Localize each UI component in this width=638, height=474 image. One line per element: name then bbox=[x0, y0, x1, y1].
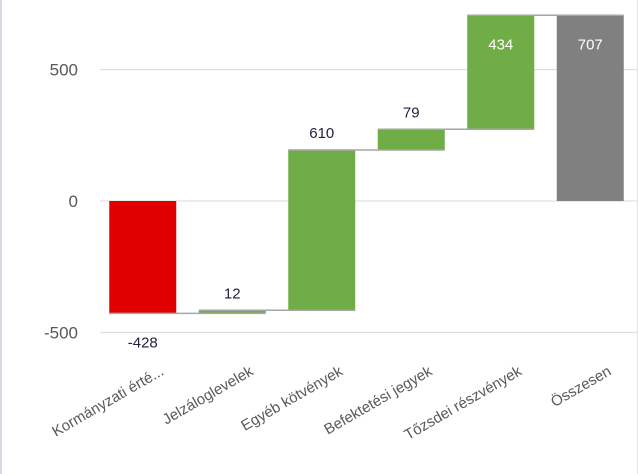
y-tick-label: 500 bbox=[50, 61, 78, 80]
data-labels: -428 12 610 79 434 707 bbox=[128, 36, 603, 351]
waterfall-bar bbox=[377, 129, 445, 151]
data-label: 707 bbox=[578, 36, 603, 53]
waterfall-bar bbox=[109, 201, 177, 314]
category-label: Összesen bbox=[547, 362, 614, 411]
waterfall-bar bbox=[288, 150, 356, 311]
data-label: 610 bbox=[309, 125, 334, 142]
bars bbox=[109, 15, 624, 314]
waterfall-bar bbox=[556, 15, 624, 201]
data-label: 434 bbox=[488, 36, 513, 53]
data-label: 79 bbox=[403, 104, 420, 121]
connectors bbox=[109, 14, 624, 315]
data-label: -428 bbox=[128, 334, 158, 351]
waterfall-bar bbox=[467, 15, 535, 130]
y-tick-label: 0 bbox=[69, 192, 78, 211]
waterfall-bar bbox=[198, 310, 266, 314]
category-labels: Kormányzati érté...JelzáloglevelekEgyéb … bbox=[49, 362, 614, 444]
y-axis-ticks: 500 0 -500 bbox=[44, 61, 78, 343]
gridlines bbox=[100, 69, 637, 333]
y-tick-label: -500 bbox=[44, 323, 78, 342]
category-label: Kormányzati érté... bbox=[49, 363, 167, 441]
data-label: 12 bbox=[224, 285, 241, 302]
left-border bbox=[0, 0, 2, 474]
